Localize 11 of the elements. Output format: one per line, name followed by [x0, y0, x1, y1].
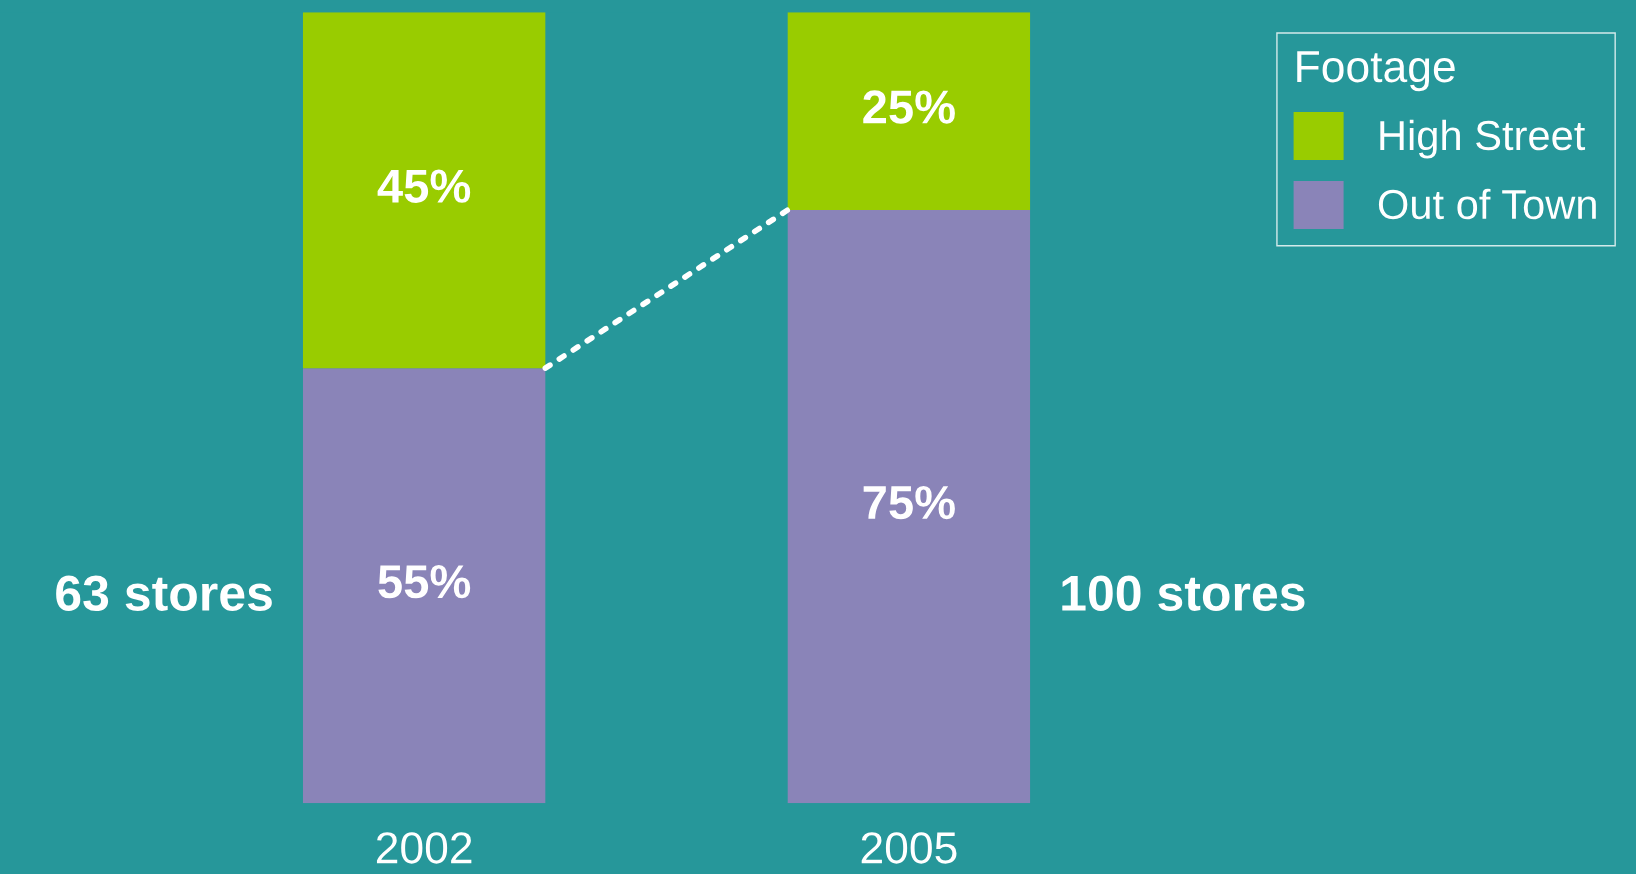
annotation: 63 stores: [56, 575, 272, 612]
x-tick-label: 2005: [861, 832, 957, 864]
data-label: 55%: [378, 565, 471, 599]
annotation: 100 stores: [1062, 575, 1305, 611]
x-tick-label: 2002: [376, 832, 472, 864]
data-label: 75%: [863, 485, 955, 520]
legend-label: High Street: [1380, 119, 1586, 159]
data-label: 25%: [863, 90, 955, 124]
data-label: 45%: [377, 169, 471, 203]
legend-label: Out of Town: [1378, 188, 1596, 220]
legend-title: Footage: [1297, 51, 1455, 92]
